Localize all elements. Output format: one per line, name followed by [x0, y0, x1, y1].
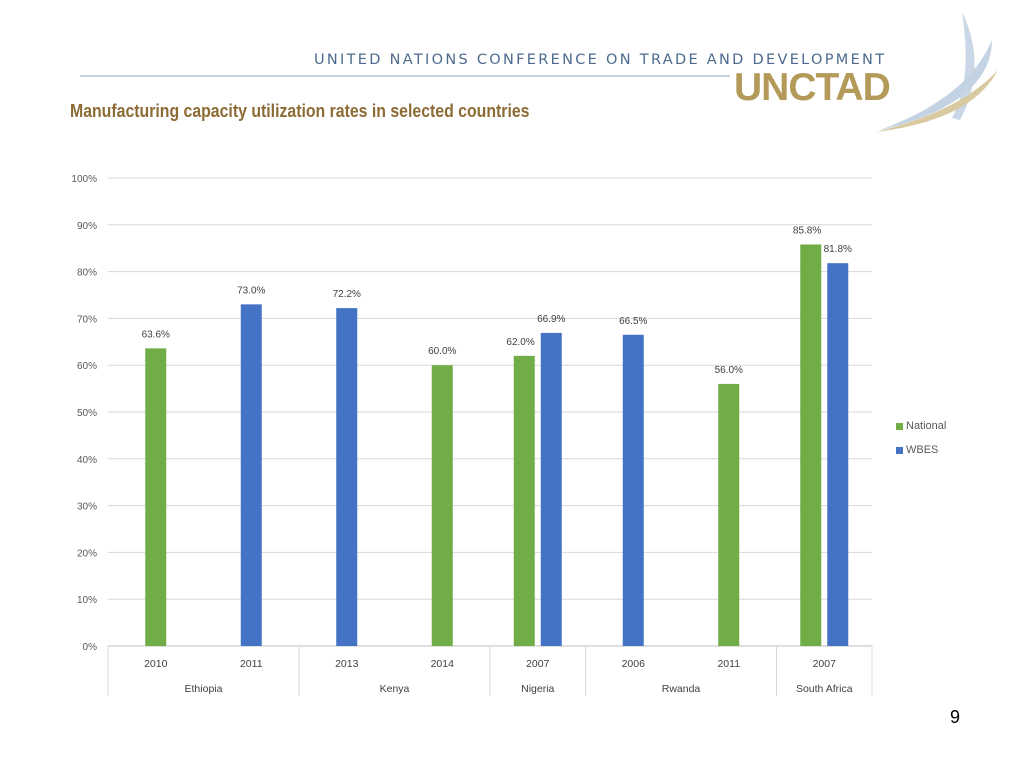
y-tick-label: 60%: [77, 361, 97, 372]
x-tick-label: 2010: [144, 658, 168, 670]
legend-label-wbes: WBES: [906, 444, 939, 456]
bar-wbes: [336, 308, 358, 646]
legend-label-national: National: [906, 420, 947, 432]
data-label: 81.8%: [824, 244, 852, 255]
bar-national: [145, 348, 167, 646]
data-label: 63.6%: [142, 329, 170, 340]
organization-name: UNITED NATIONS CONFERENCE ON TRADE AND D…: [314, 52, 887, 68]
data-label: 62.0%: [506, 337, 534, 348]
bar-wbes: [622, 334, 644, 646]
legend-item-national: National: [896, 414, 946, 438]
x-tick-label: 2011: [240, 658, 263, 670]
bar-wbes: [240, 304, 262, 646]
bar-wbes: [827, 263, 849, 646]
y-tick-label: 40%: [77, 455, 97, 466]
x-tick-label: 2007: [526, 658, 550, 670]
y-tick-label: 10%: [77, 595, 97, 606]
y-tick-label: 50%: [77, 408, 97, 419]
bar-national: [800, 244, 822, 646]
page-title: Manufacturing capacity utilization rates…: [70, 101, 530, 121]
y-tick-label: 20%: [77, 548, 97, 559]
data-label: 73.0%: [237, 285, 265, 296]
group-label: Nigeria: [521, 683, 554, 695]
y-tick-label: 100%: [71, 174, 97, 185]
x-tick-label: 2014: [431, 658, 455, 670]
x-tick-label: 2011: [717, 658, 740, 670]
y-tick-label: 80%: [77, 268, 97, 279]
data-label: 66.5%: [619, 316, 647, 327]
x-tick-label: 2006: [622, 658, 646, 670]
bar-national: [431, 365, 453, 646]
x-tick-label: 2007: [813, 658, 837, 670]
legend-swatch-wbes: [896, 446, 903, 454]
group-label: Kenya: [380, 683, 410, 695]
y-tick-label: 70%: [77, 314, 97, 325]
data-label: 72.2%: [333, 289, 361, 300]
data-label: 60.0%: [428, 346, 456, 357]
group-label: South Africa: [796, 683, 853, 695]
legend-swatch-national: [896, 422, 903, 430]
unctad-logo: UNCTAD: [734, 66, 891, 109]
page-number: 9: [950, 707, 961, 727]
header-divider: [80, 75, 730, 77]
bar-national: [718, 383, 740, 646]
y-tick-label: 30%: [77, 502, 97, 513]
data-label: 56.0%: [715, 365, 743, 376]
x-tick-label: 2013: [335, 658, 359, 670]
legend-item-wbes: WBES: [896, 438, 946, 462]
y-tick-label: 0%: [83, 642, 98, 653]
group-label: Rwanda: [662, 683, 701, 695]
chart-legend: National WBES: [896, 414, 946, 462]
unctad-logo-swoosh-icon: [876, 12, 998, 132]
data-label: 66.9%: [537, 314, 565, 325]
bar-wbes: [540, 332, 562, 646]
group-label: Ethiopia: [185, 683, 223, 695]
y-tick-label: 90%: [77, 221, 97, 232]
data-label: 85.8%: [793, 225, 821, 236]
bar-national: [513, 355, 535, 646]
